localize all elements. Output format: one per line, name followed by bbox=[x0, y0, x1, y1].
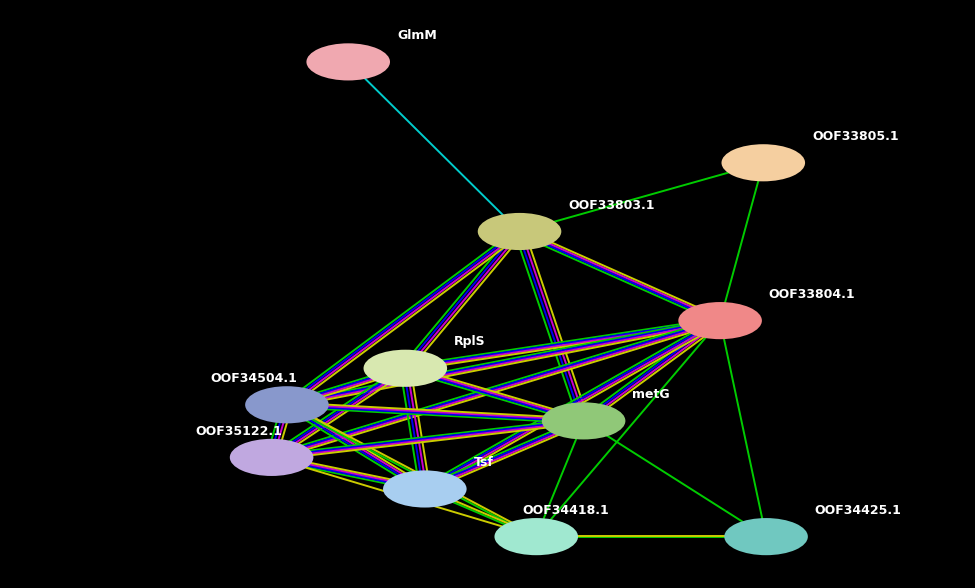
Text: OOF34418.1: OOF34418.1 bbox=[523, 504, 609, 517]
Circle shape bbox=[230, 439, 313, 476]
Circle shape bbox=[679, 302, 761, 339]
Text: metG: metG bbox=[633, 388, 670, 401]
Text: OOF33803.1: OOF33803.1 bbox=[568, 199, 655, 212]
Text: OOF33804.1: OOF33804.1 bbox=[769, 288, 855, 301]
Text: OOF34425.1: OOF34425.1 bbox=[815, 504, 902, 517]
Text: GlmM: GlmM bbox=[397, 29, 437, 42]
Text: OOF34504.1: OOF34504.1 bbox=[211, 372, 297, 385]
Text: OOF33805.1: OOF33805.1 bbox=[812, 130, 899, 143]
Circle shape bbox=[383, 470, 467, 507]
Text: OOF35122.1: OOF35122.1 bbox=[195, 425, 282, 437]
Circle shape bbox=[364, 350, 448, 387]
Circle shape bbox=[724, 518, 808, 555]
Text: Tsf: Tsf bbox=[474, 456, 493, 469]
Circle shape bbox=[542, 402, 625, 439]
Circle shape bbox=[245, 386, 329, 423]
Circle shape bbox=[722, 144, 805, 181]
Circle shape bbox=[494, 518, 578, 555]
Text: RplS: RplS bbox=[454, 336, 486, 349]
Circle shape bbox=[306, 44, 390, 81]
Circle shape bbox=[478, 213, 562, 250]
